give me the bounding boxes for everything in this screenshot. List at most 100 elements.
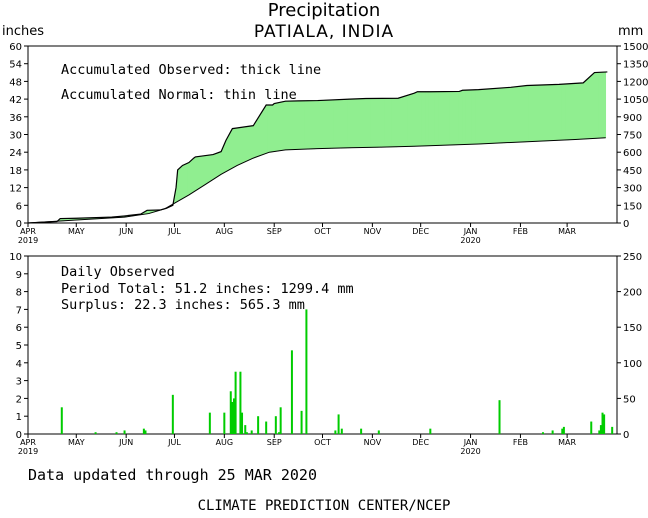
daily-bar	[60, 407, 63, 434]
x-tick-label: JUN	[118, 227, 133, 236]
left-tick-label: 3	[16, 377, 22, 388]
daily-bar	[234, 371, 237, 434]
daily-bar	[334, 430, 337, 434]
credit-line: CLIMATE PREDICTION CENTER/NCEP	[197, 498, 451, 514]
daily-bar	[244, 425, 247, 434]
x-tick-label: MAR	[558, 438, 576, 447]
x-tick-year-label: 2019	[18, 447, 38, 456]
daily-title: Daily Observed	[61, 264, 175, 280]
daily-bar	[115, 432, 118, 434]
daily-bar	[590, 421, 593, 434]
left-tick-label: 9	[16, 270, 22, 281]
period-total: Period Total: 51.2 inches: 1299.4 mm	[61, 281, 354, 297]
daily-bar	[300, 410, 303, 434]
left-tick-label: 60	[9, 42, 22, 53]
right-axis-unit: mm	[618, 24, 644, 39]
daily-bar	[603, 414, 606, 434]
daily-bar	[257, 416, 260, 434]
left-tick-label: 6	[16, 323, 22, 334]
daily-bar	[429, 428, 432, 434]
x-tick-year-label: 2020	[460, 447, 480, 456]
left-tick-label: 1	[16, 412, 22, 423]
daily-bar	[229, 391, 232, 434]
x-tick-label: SEP	[267, 227, 282, 236]
daily-bar	[562, 426, 565, 434]
left-tick-label: 30	[9, 131, 22, 142]
right-tick-label: 1050	[623, 95, 648, 106]
daily-bar	[241, 412, 244, 434]
daily-bar	[94, 432, 97, 434]
x-tick-label: OCT	[314, 438, 331, 447]
left-tick-label: 18	[9, 166, 22, 177]
right-tick-label: 1200	[623, 77, 648, 88]
right-tick-label: 200	[623, 288, 642, 299]
daily-bar	[279, 407, 282, 434]
x-tick-label: FEB	[513, 438, 528, 447]
daily-bar	[551, 430, 554, 434]
right-tick-label: 750	[623, 131, 642, 142]
left-tick-label: 54	[9, 60, 22, 71]
daily-bar	[561, 428, 564, 434]
right-tick-label: 50	[623, 394, 636, 405]
x-tick-label: JAN	[463, 438, 478, 447]
daily-bar	[171, 394, 174, 434]
x-tick-label: MAR	[558, 227, 576, 236]
left-tick-label: 42	[9, 95, 22, 106]
left-tick-label: 36	[9, 113, 22, 124]
daily-bar	[340, 428, 343, 434]
right-tick-label: 900	[623, 113, 642, 124]
left-tick-label: 10	[9, 252, 22, 263]
left-tick-label: 6	[16, 201, 22, 212]
x-tick-label: MAY	[68, 438, 85, 447]
surplus-total: Surplus: 22.3 inches: 565.3 mm	[61, 297, 305, 313]
daily-bar	[598, 430, 601, 434]
x-tick-label: FEB	[513, 227, 528, 236]
x-tick-label: NOV	[364, 438, 382, 447]
x-tick-label: SEP	[267, 438, 282, 447]
left-tick-label: 48	[9, 77, 22, 88]
right-tick-label: 450	[623, 166, 642, 177]
daily-bar	[278, 432, 281, 434]
right-tick-label: 300	[623, 184, 642, 195]
daily-bar	[599, 425, 602, 434]
data-updated-note: Data updated through 25 MAR 2020	[28, 466, 317, 484]
daily-bar	[239, 371, 242, 434]
daily-bar	[231, 401, 234, 434]
right-tick-label: 1350	[623, 60, 648, 71]
x-tick-label: OCT	[314, 227, 331, 236]
daily-bar	[377, 430, 380, 434]
left-tick-label: 0	[16, 219, 22, 230]
daily-bar	[601, 412, 604, 434]
daily-bar	[337, 414, 340, 434]
daily-bar	[142, 428, 145, 434]
x-tick-label: NOV	[364, 227, 382, 236]
x-tick-label: DEC	[412, 438, 429, 447]
daily-bar	[245, 432, 248, 434]
x-tick-label: DEC	[412, 227, 429, 236]
x-tick-label: JUN	[118, 438, 133, 447]
difference-fill	[603, 71, 607, 139]
left-tick-label: 2	[16, 394, 22, 405]
chart-subtitle: PATIALA, INDIA	[253, 22, 395, 42]
x-tick-label: AUG	[216, 438, 234, 447]
x-tick-year-label: 2020	[460, 236, 480, 245]
legend-observed: Accumulated Observed: thick line	[61, 62, 322, 78]
left-tick-label: 8	[16, 288, 22, 299]
right-tick-label: 1500	[623, 42, 648, 53]
x-tick-label: APR	[20, 438, 36, 447]
x-tick-label: JUL	[167, 227, 181, 236]
daily-bar	[360, 428, 363, 434]
right-tick-label: 0	[623, 430, 629, 441]
daily-bar	[611, 426, 614, 434]
daily-bar	[274, 416, 277, 434]
right-tick-label: 250	[623, 252, 642, 263]
left-tick-label: 7	[16, 305, 22, 316]
x-tick-label: AUG	[216, 227, 234, 236]
daily-bar	[541, 432, 544, 434]
right-tick-label: 150	[623, 201, 642, 212]
x-tick-label: MAY	[68, 227, 85, 236]
right-tick-label: 0	[623, 219, 629, 230]
daily-bar	[144, 430, 147, 434]
accumulated-normal-line	[27, 137, 606, 224]
